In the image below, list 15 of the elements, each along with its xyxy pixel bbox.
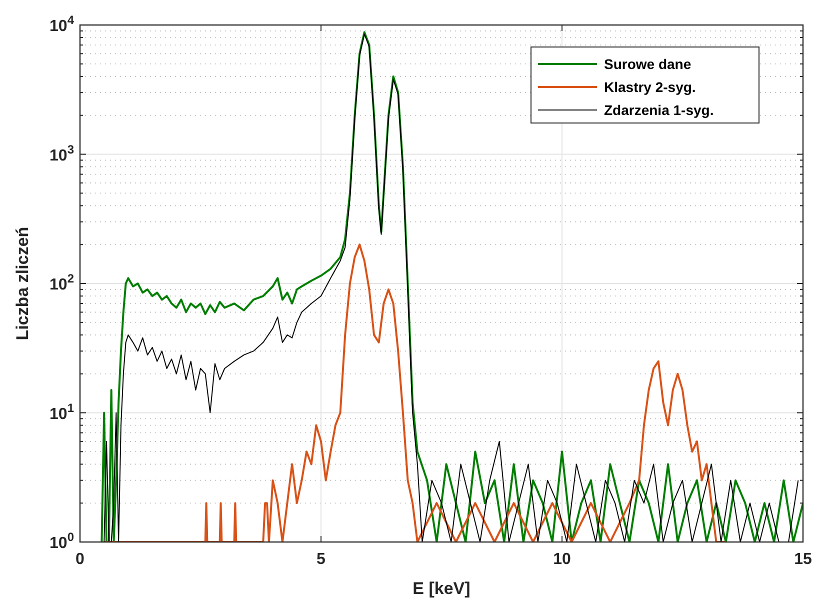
x-tick-label: 0 (76, 551, 85, 568)
x-tick-label: 15 (794, 551, 812, 568)
y-tick-label: 10$^{1}$ (50, 400, 74, 423)
legend-label: Surowe dane (604, 56, 692, 72)
y-tick-label: 10$^{2}$ (50, 272, 74, 294)
y-tick-label: 10$^{4}$ (50, 13, 74, 35)
x-axis-title: E [keV] (412, 579, 470, 598)
x-tick-label: 5 (316, 551, 326, 568)
line-series (103, 244, 727, 542)
y-tick-label: 10$^{0}$ (50, 530, 74, 552)
y-axis-title: Liczba zliczeń (13, 226, 32, 340)
x-tick-label: 10 (553, 551, 571, 568)
legend-label: Klastry 2-syg. (604, 79, 696, 95)
y-tick-label: 10$^{3}$ (50, 142, 74, 164)
legend-label: Zdarzenia 1-syg. (604, 102, 714, 118)
